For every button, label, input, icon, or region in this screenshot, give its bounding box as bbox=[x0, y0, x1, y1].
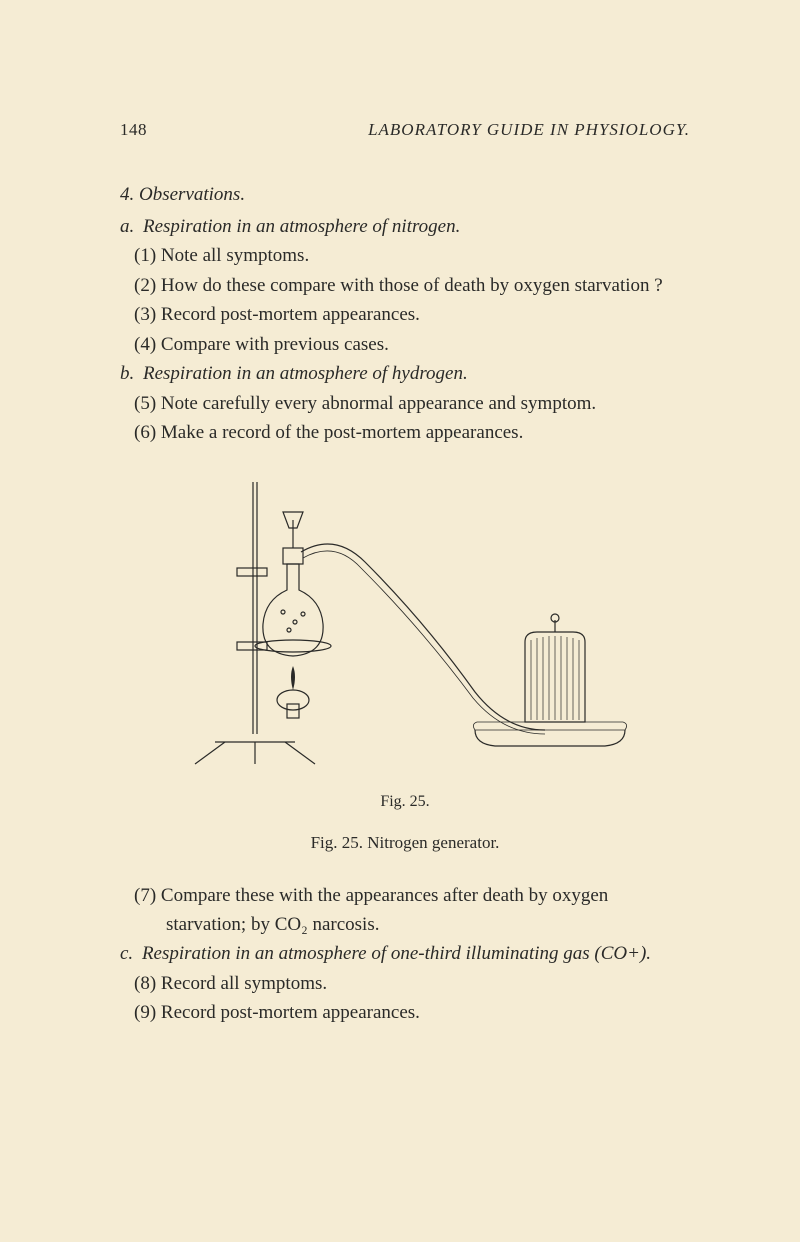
figure: Fig. 25. bbox=[120, 472, 690, 811]
page-number: 148 bbox=[120, 120, 147, 140]
item-8: (8) Record all symptoms. bbox=[120, 969, 690, 998]
figure-caption-inner: Fig. 25. bbox=[175, 793, 635, 811]
section-heading: 4. Observations. bbox=[120, 184, 690, 206]
sub-a-letter: a. bbox=[120, 216, 134, 237]
sub-c-letter: c. bbox=[120, 943, 133, 964]
items-after-figure: (7) Compare these with the appearances a… bbox=[120, 881, 690, 940]
sub-b-title: Respiration in an atmosphere of hydrogen… bbox=[143, 363, 468, 384]
item-9: (9) Record post-mortem appearances. bbox=[120, 998, 690, 1027]
sub-a-title: Respiration in an atmosphere of nitrogen… bbox=[143, 216, 460, 237]
item-7: (7) Compare these with the appearances a… bbox=[120, 881, 690, 940]
figure-caption-outer: Fig. 25. Nitrogen generator. bbox=[120, 833, 690, 853]
items-c: (8) Record all symptoms. (9) Record post… bbox=[120, 969, 690, 1028]
running-title: LABORATORY GUIDE IN PHYSIOLOGY. bbox=[368, 120, 690, 140]
sub-a: a. Respiration in an atmosphere of nitro… bbox=[120, 212, 690, 241]
sub-b-letter: b. bbox=[120, 363, 134, 384]
sub-c: c. Respiration in an atmosphere of one-t… bbox=[120, 939, 690, 968]
item-5: (5) Note carefully every abnormal appear… bbox=[120, 389, 690, 418]
item-2: (2) How do these compare with those of d… bbox=[120, 271, 690, 300]
item-3: (3) Record post-mortem appearances. bbox=[120, 300, 690, 329]
sub-c-title: Respiration in an atmosphere of one-thir… bbox=[142, 943, 651, 964]
sub-b: b. Respiration in an atmosphere of hydro… bbox=[120, 359, 690, 388]
item-1: (1) Note all symptoms. bbox=[120, 241, 690, 270]
page: 148 LABORATORY GUIDE IN PHYSIOLOGY. 4. O… bbox=[0, 0, 800, 1242]
figure-inner: Fig. 25. bbox=[175, 472, 635, 811]
running-head: 148 LABORATORY GUIDE IN PHYSIOLOGY. bbox=[120, 120, 690, 140]
nitrogen-generator-illustration bbox=[175, 472, 635, 782]
items-a: (1) Note all symptoms. (2) How do these … bbox=[120, 241, 690, 359]
item-6: (6) Make a record of the post-mortem app… bbox=[120, 418, 690, 447]
items-b: (5) Note carefully every abnormal appear… bbox=[120, 389, 690, 448]
item-4: (4) Compare with previous cases. bbox=[120, 330, 690, 359]
